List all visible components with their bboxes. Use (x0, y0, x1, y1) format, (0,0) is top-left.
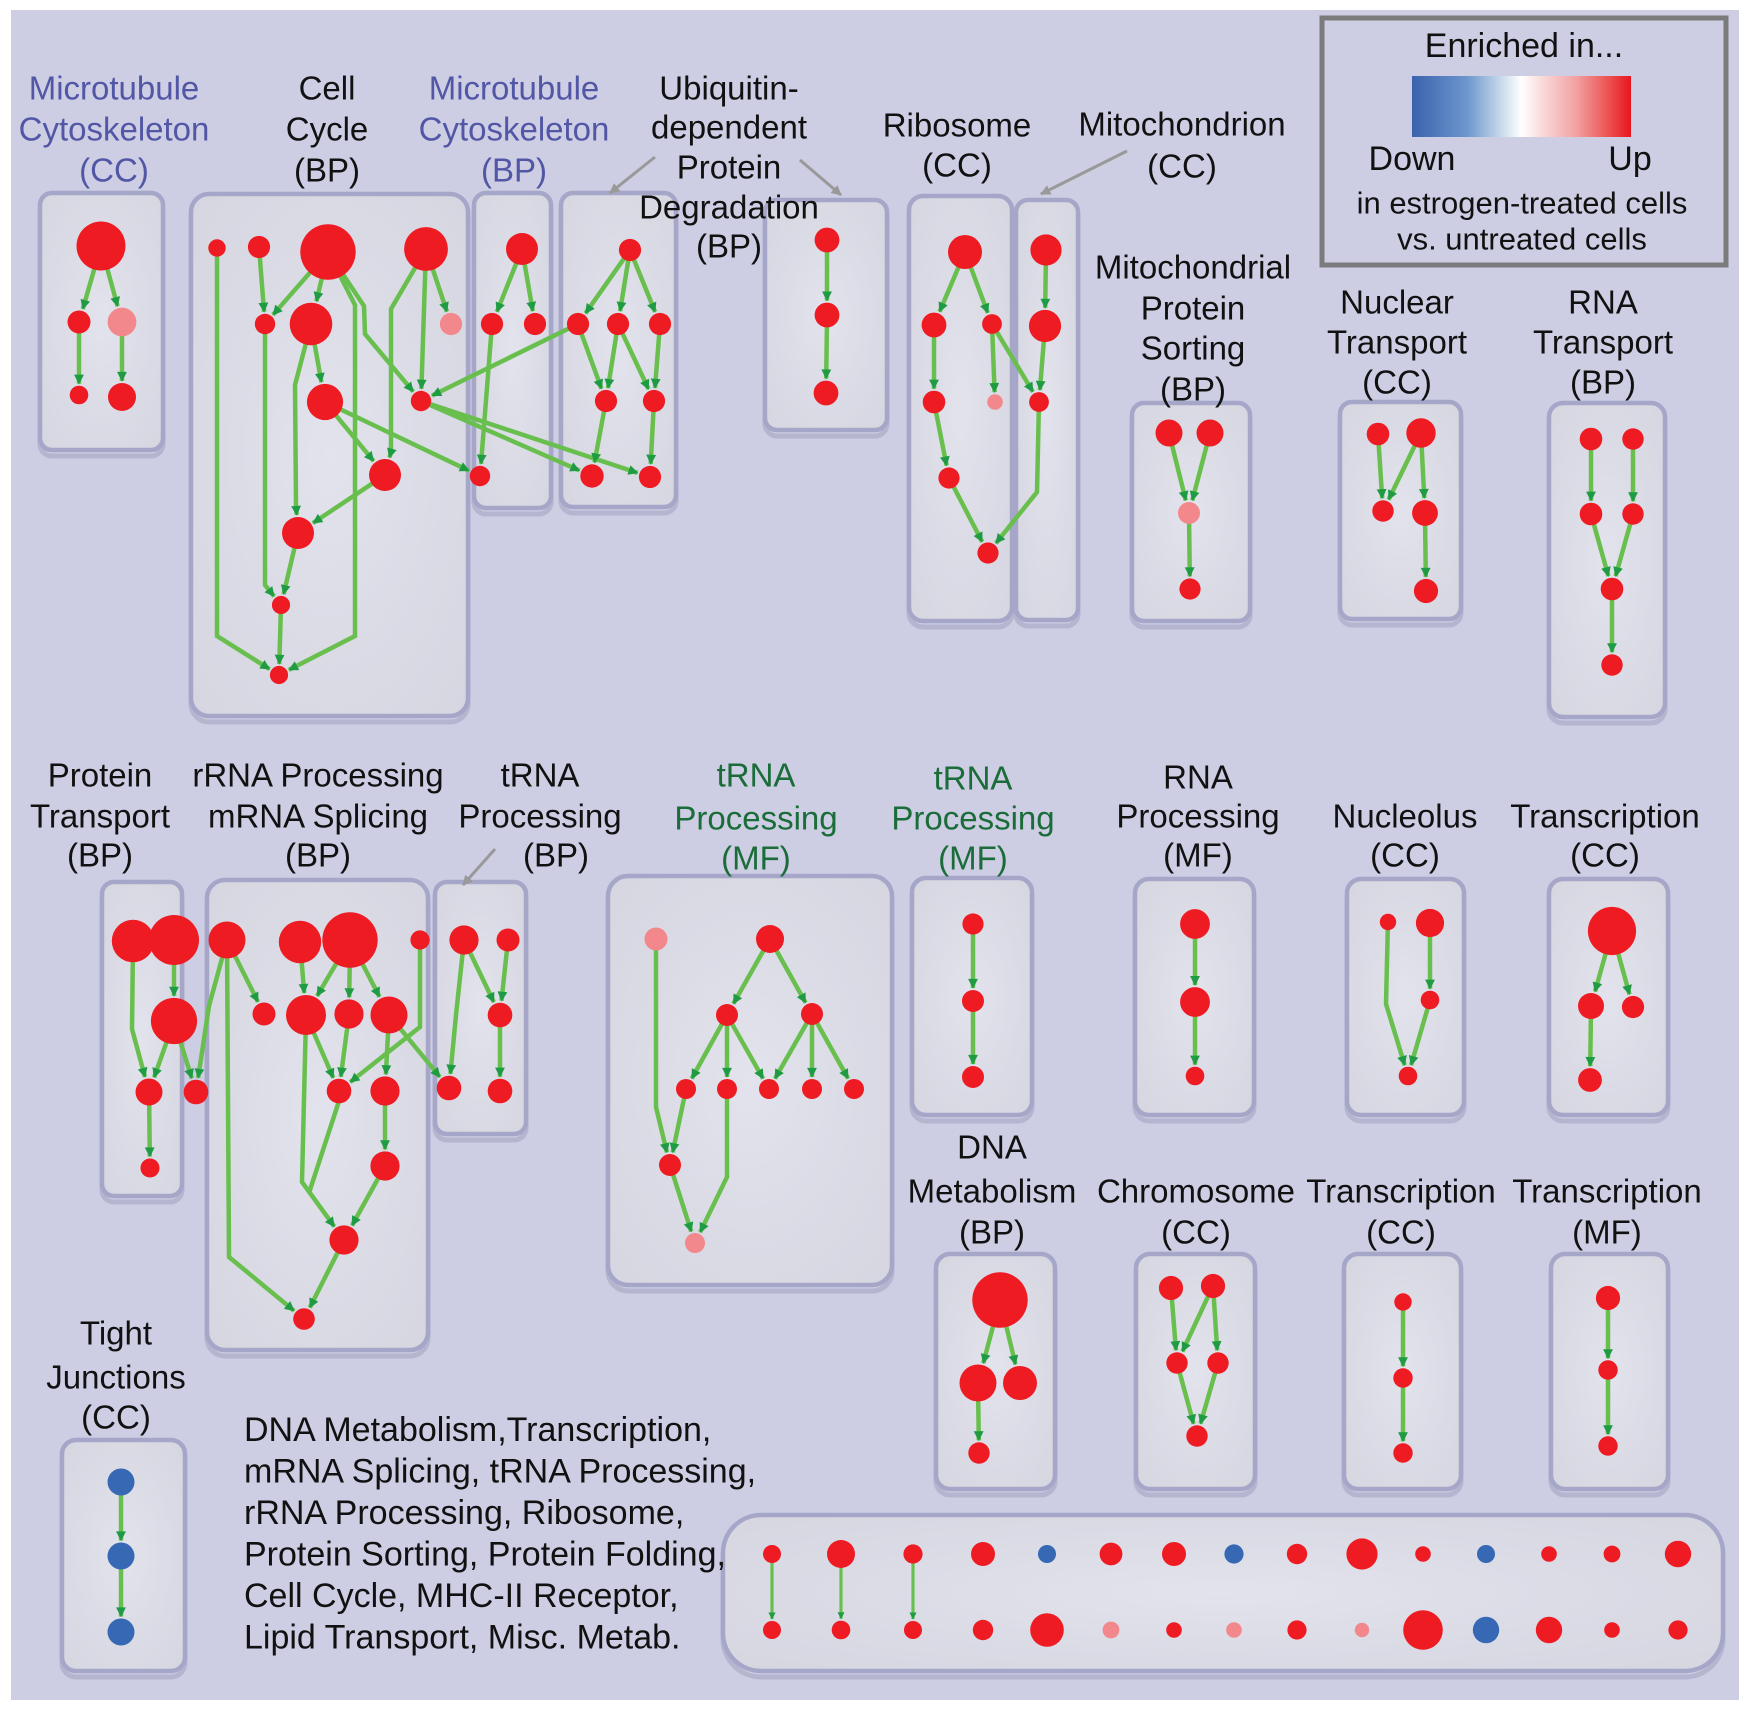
svg-text:Lipid Transport, Misc. Metab.: Lipid Transport, Misc. Metab. (244, 1619, 681, 1657)
svg-text:Transport: Transport (1533, 324, 1673, 361)
svg-text:Microtubule: Microtubule (429, 70, 600, 107)
svg-text:Down: Down (1369, 140, 1456, 178)
svg-text:(MF): (MF) (1572, 1214, 1642, 1251)
svg-text:Cytoskeleton: Cytoskeleton (19, 111, 210, 148)
svg-text:Degradation: Degradation (639, 189, 819, 226)
svg-text:mRNA Splicing, tRNA Processing: mRNA Splicing, tRNA Processing, (244, 1453, 756, 1491)
svg-text:Processing: Processing (891, 800, 1054, 837)
svg-text:(MF): (MF) (721, 840, 791, 877)
svg-text:Cell: Cell (299, 70, 356, 107)
svg-text:(BP): (BP) (294, 152, 360, 189)
svg-text:(BP): (BP) (1160, 371, 1226, 408)
svg-text:(MF): (MF) (938, 840, 1008, 877)
svg-text:Protein Sorting, Protein Foldi: Protein Sorting, Protein Folding, (244, 1536, 726, 1574)
svg-text:Processing: Processing (674, 800, 837, 837)
svg-text:Metabolism: Metabolism (908, 1173, 1077, 1210)
svg-text:Nuclear: Nuclear (1340, 284, 1454, 321)
svg-text:Processing: Processing (1116, 798, 1279, 835)
svg-text:(CC): (CC) (1362, 364, 1432, 401)
svg-text:Processing: Processing (458, 798, 621, 835)
svg-text:Tight: Tight (80, 1315, 152, 1352)
svg-text:Junctions: Junctions (46, 1359, 185, 1396)
svg-text:Protein: Protein (677, 149, 782, 186)
svg-text:(CC): (CC) (79, 152, 149, 189)
svg-text:Protein: Protein (48, 757, 153, 794)
svg-text:Ubiquitin-: Ubiquitin- (659, 70, 798, 107)
svg-text:RNA: RNA (1568, 284, 1638, 321)
svg-text:Transport: Transport (30, 798, 170, 835)
svg-text:(BP): (BP) (285, 837, 351, 874)
svg-text:DNA Metabolism,Transcription,: DNA Metabolism,Transcription, (244, 1411, 711, 1449)
svg-text:RNA: RNA (1163, 759, 1233, 796)
svg-text:Enriched in...: Enriched in... (1425, 27, 1623, 65)
svg-text:tRNA: tRNA (934, 760, 1013, 797)
svg-text:(CC): (CC) (1161, 1214, 1231, 1251)
svg-text:(BP): (BP) (1570, 364, 1636, 401)
svg-text:Mitochondrial: Mitochondrial (1095, 249, 1291, 286)
svg-text:(BP): (BP) (959, 1214, 1025, 1251)
svg-text:Transcription: Transcription (1512, 1173, 1702, 1210)
svg-text:(BP): (BP) (523, 837, 589, 874)
svg-text:Cytoskeleton: Cytoskeleton (419, 111, 610, 148)
svg-text:dependent: dependent (651, 109, 807, 146)
svg-text:Mitochondrion: Mitochondrion (1078, 106, 1285, 143)
svg-text:tRNA: tRNA (501, 757, 580, 794)
svg-text:(BP): (BP) (481, 152, 547, 189)
svg-text:vs. untreated cells: vs. untreated cells (1397, 222, 1647, 257)
svg-text:(BP): (BP) (67, 837, 133, 874)
svg-text:Microtubule: Microtubule (29, 70, 200, 107)
svg-text:Ribosome: Ribosome (883, 107, 1032, 144)
svg-text:Chromosome: Chromosome (1097, 1173, 1295, 1210)
svg-text:Cycle: Cycle (286, 111, 369, 148)
svg-text:Transcription: Transcription (1306, 1173, 1496, 1210)
svg-text:Protein: Protein (1141, 290, 1246, 327)
svg-text:(CC): (CC) (1147, 148, 1217, 185)
svg-text:in estrogen-treated cells: in estrogen-treated cells (1357, 186, 1688, 221)
svg-text:Nucleolus: Nucleolus (1333, 798, 1478, 835)
svg-text:Cell Cycle, MHC-II Receptor,: Cell Cycle, MHC-II Receptor, (244, 1577, 679, 1615)
svg-text:rRNA Processing: rRNA Processing (192, 757, 443, 794)
svg-text:rRNA Processing, Ribosome,: rRNA Processing, Ribosome, (244, 1494, 684, 1532)
svg-text:mRNA Splicing: mRNA Splicing (208, 798, 428, 835)
svg-text:(CC): (CC) (1570, 837, 1640, 874)
svg-text:Sorting: Sorting (1141, 330, 1246, 367)
svg-text:(CC): (CC) (1370, 837, 1440, 874)
svg-text:(MF): (MF) (1163, 837, 1233, 874)
svg-text:(CC): (CC) (1366, 1214, 1436, 1251)
svg-text:(BP): (BP) (696, 228, 762, 265)
svg-text:DNA: DNA (957, 1129, 1027, 1166)
svg-text:Up: Up (1608, 140, 1651, 178)
svg-text:tRNA: tRNA (717, 757, 796, 794)
svg-text:Transport: Transport (1327, 324, 1467, 361)
svg-text:(CC): (CC) (81, 1399, 151, 1436)
svg-text:Transcription: Transcription (1510, 798, 1700, 835)
svg-text:(CC): (CC) (922, 147, 992, 184)
